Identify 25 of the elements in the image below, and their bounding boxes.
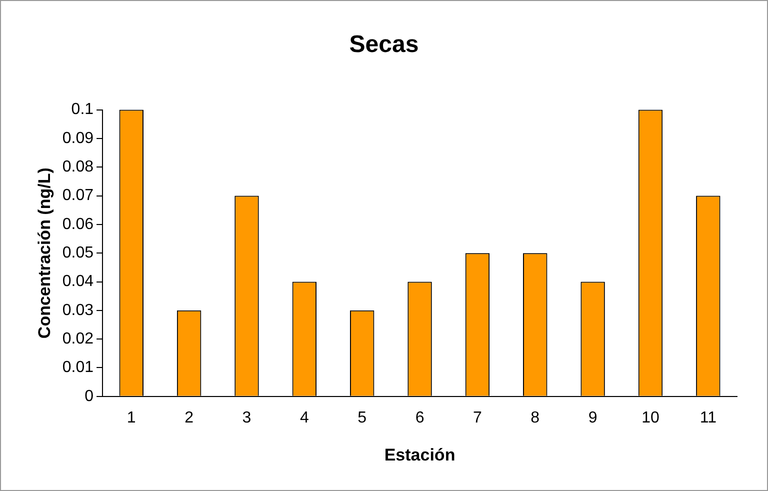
x-tick-label: 4 <box>300 409 309 426</box>
x-tick-label: 5 <box>358 409 367 426</box>
y-tick-label: 0 <box>84 388 94 405</box>
x-tick-label: 9 <box>588 409 598 426</box>
x-tick-label: 10 <box>642 409 660 426</box>
y-tick-label: 0.04 <box>62 273 94 290</box>
x-tick-label: 2 <box>184 409 194 426</box>
x-tick-label: 8 <box>530 409 540 426</box>
y-tick-label: 0.03 <box>62 302 94 319</box>
x-tick-label: 7 <box>472 409 482 426</box>
y-tick-label: 0.02 <box>62 330 94 348</box>
y-tick-label: 0.1 <box>71 101 94 118</box>
y-tick-label: 0.07 <box>62 187 94 204</box>
y-tick-label: 0.06 <box>62 216 94 233</box>
y-tick-label: 0.08 <box>62 158 94 176</box>
x-tick-label: 6 <box>415 409 424 426</box>
x-tick-label: 11 <box>700 409 717 426</box>
x-axis-title: Estación <box>384 445 456 464</box>
y-tick-label: 0.05 <box>62 244 94 262</box>
chart-title: Secas <box>349 31 419 58</box>
x-tick-label: 3 <box>242 409 252 426</box>
x-tick-label: 1 <box>126 409 136 426</box>
y-tick-label: 0.09 <box>62 130 94 147</box>
y-axis-title: Concentración (ng/L) <box>34 168 54 339</box>
y-tick-label: 0.01 <box>62 359 94 376</box>
